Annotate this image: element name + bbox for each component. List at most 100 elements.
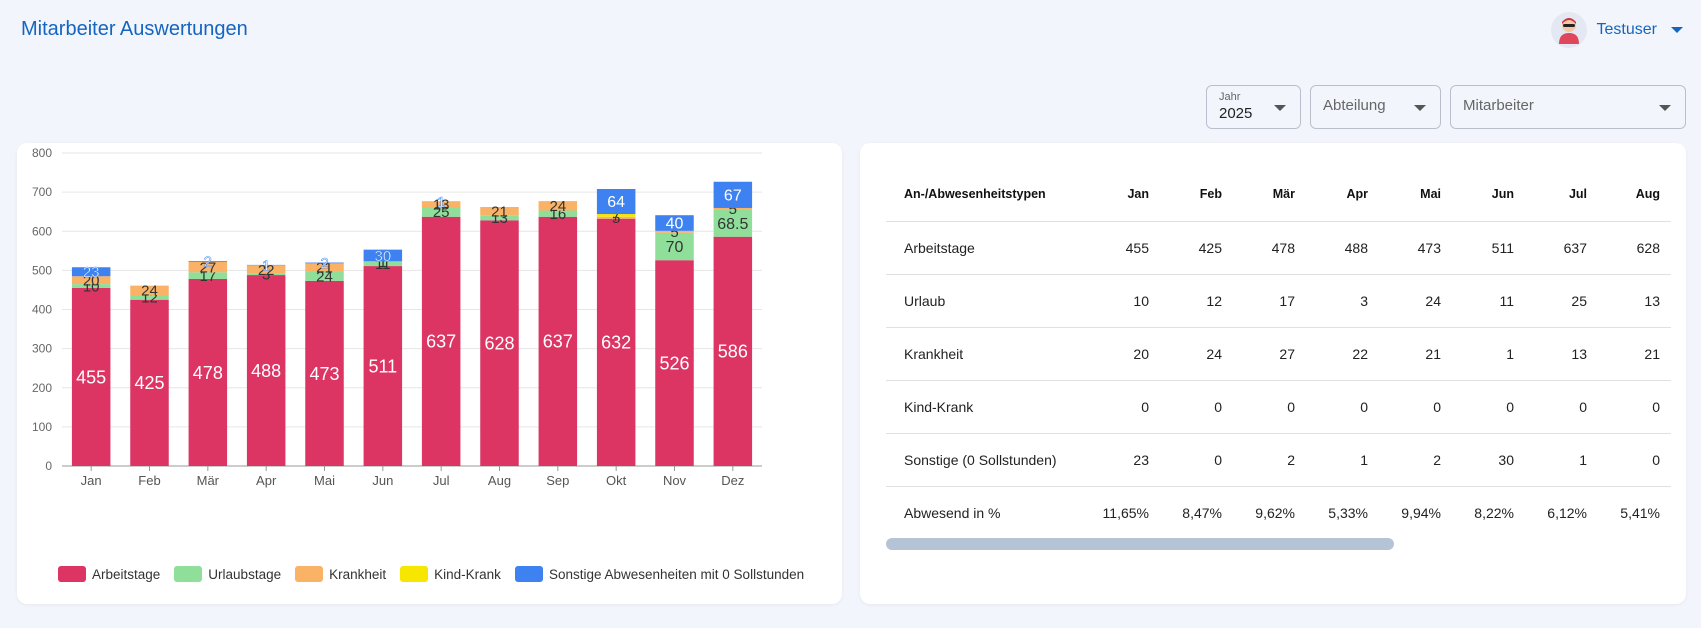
- bar-segment: [538, 216, 578, 466]
- legend-swatch: [295, 566, 324, 582]
- bar-data-label: 7: [612, 208, 620, 225]
- app-title: Mitarbeiter Auswertungen: [21, 18, 248, 40]
- table-cell: 9,94%: [1401, 504, 1441, 521]
- bar-segment: [713, 209, 753, 237]
- bar-data-label: 23: [83, 264, 100, 281]
- chevron-down-icon: [1414, 105, 1426, 111]
- bar-data-label: 24: [316, 268, 333, 285]
- bar-data-label: 68.5: [717, 216, 748, 233]
- bar-data-label: 2: [320, 255, 328, 272]
- y-tick-label: 800: [32, 146, 52, 160]
- y-tick-label: 400: [32, 303, 52, 317]
- bar-data-label: 473: [309, 364, 339, 384]
- y-tick-label: 500: [32, 263, 52, 277]
- bar-segment: [596, 216, 636, 219]
- legend-item[interactable]: Kind-Krank: [400, 566, 501, 582]
- bar-data-label: 70: [666, 239, 684, 256]
- legend-item[interactable]: Urlaubstage: [174, 566, 281, 582]
- bar-segment: [188, 272, 228, 279]
- table-cell: 17: [1233, 274, 1306, 328]
- row-label: Abwesend in %: [904, 504, 1001, 521]
- table-cell: 24: [1379, 274, 1452, 328]
- bar-segment: [713, 181, 753, 208]
- absence-table: An-/Abwesenheitstypen Jan Feb Mär Apr Mai Jun J…: [886, 168, 1671, 539]
- row-label: Kind-Krank: [886, 380, 1087, 434]
- table-cell: 473: [1379, 221, 1452, 275]
- table-cell: 628: [1598, 221, 1671, 275]
- table-cell: 0: [1598, 380, 1671, 434]
- bar-segment: [596, 218, 636, 466]
- x-tick-label: Jul: [433, 473, 450, 488]
- bar-segment: [305, 271, 344, 281]
- table-cell: 12: [1160, 274, 1233, 328]
- x-tick-label: Jan: [81, 473, 102, 488]
- legend-swatch: [58, 566, 86, 582]
- bar-segment: [655, 260, 694, 466]
- table-card: An-/Abwesenheitstypen Jan Feb Mär Apr Mai Jun J…: [860, 143, 1686, 604]
- bar-segment: [363, 249, 403, 262]
- bar-data-label: 526: [659, 353, 689, 373]
- table-cell: 488: [1306, 221, 1379, 275]
- employee-select[interactable]: Mitarbeiter: [1450, 85, 1686, 129]
- user-menu[interactable]: Testuser: [1550, 12, 1683, 48]
- horizontal-scrollbar[interactable]: [886, 538, 1660, 550]
- bar-segment: [305, 280, 344, 466]
- bar-segment: [71, 276, 111, 285]
- bar-data-label: 64: [607, 194, 625, 211]
- chart-card: 0 100 200 300 400 500 600 700 800 455 10 20 23 Jan 425…: [17, 143, 842, 604]
- bar-segment: [655, 230, 694, 233]
- bar-segment: [480, 206, 519, 216]
- table-row: Sonstige (0 Sollstunden) 23 0 2 1 2 30 1 0: [886, 433, 1671, 487]
- department-select-placeholder: Abteilung: [1323, 97, 1386, 114]
- x-tick-label: Mär: [197, 473, 220, 488]
- bar-data-label: 488: [251, 361, 281, 381]
- chevron-down-icon[interactable]: [1671, 27, 1683, 33]
- table-cell: 20: [1087, 327, 1160, 381]
- bar-data-label: 478: [193, 363, 223, 383]
- year-select[interactable]: Jahr 2025: [1206, 85, 1301, 129]
- row-label: Urlaub: [886, 274, 1087, 328]
- y-tick-label: 0: [45, 459, 52, 473]
- table-cell: 11,65%: [1102, 504, 1149, 521]
- bar-data-label: 1: [262, 257, 270, 274]
- bar-data-label: 628: [484, 333, 514, 353]
- table-cell: 10: [1087, 274, 1160, 328]
- table-cell: 23: [1087, 433, 1160, 487]
- y-tick-label: 600: [32, 224, 52, 238]
- legend-item[interactable]: Arbeitstage: [58, 566, 160, 582]
- table-cell: 0: [1160, 380, 1233, 434]
- legend-item[interactable]: Krankheit: [295, 566, 386, 582]
- table-cell: 5,33%: [1328, 504, 1368, 521]
- bar-segment: [655, 232, 694, 261]
- table-cell: 2: [1379, 433, 1452, 487]
- bar-segment: [305, 263, 344, 272]
- table-header-row: An-/Abwesenheitstypen Jan Feb Mär Apr Mai Jun J…: [886, 168, 1671, 222]
- legend-label: Kind-Krank: [434, 566, 501, 582]
- employee-select-placeholder: Mitarbeiter: [1463, 97, 1534, 114]
- column-header-type: An-/Abwesenheitstypen: [886, 168, 1087, 222]
- scrollbar-thumb[interactable]: [886, 538, 1394, 550]
- bar-segment: [246, 273, 286, 276]
- column-header-month: Jul: [1525, 168, 1598, 222]
- table-cell: 24: [1160, 327, 1233, 381]
- table-cell: 27: [1233, 327, 1306, 381]
- legend-label: Urlaubstage: [208, 566, 282, 582]
- table-row: Kind-Krank 0 0 0 0 0 0 0 0: [886, 380, 1671, 434]
- chevron-down-icon: [1274, 105, 1286, 111]
- user-avatar-icon[interactable]: [1550, 12, 1587, 48]
- bar-segment: [655, 215, 694, 231]
- legend-item[interactable]: Sonstige Abwesenheiten mit 0 Sollstunden: [514, 566, 804, 582]
- bar-segment: [363, 266, 403, 466]
- table-cell: 0: [1379, 380, 1452, 434]
- bar-data-label: 586: [718, 342, 748, 362]
- user-name[interactable]: Testuser: [1596, 21, 1657, 38]
- bar-segment: [71, 284, 111, 288]
- x-tick-label: Feb: [138, 473, 160, 488]
- department-select[interactable]: Abteilung: [1310, 85, 1441, 129]
- table-row: Arbeitstage 455 425 478 488 473 511 637 628: [886, 221, 1671, 275]
- legend-label: Krankheit: [329, 566, 387, 582]
- x-tick-label: Jun: [372, 473, 393, 488]
- x-tick-label: Aug: [488, 473, 511, 488]
- bar-data-label: 637: [426, 332, 456, 352]
- legend-swatch: [514, 566, 543, 582]
